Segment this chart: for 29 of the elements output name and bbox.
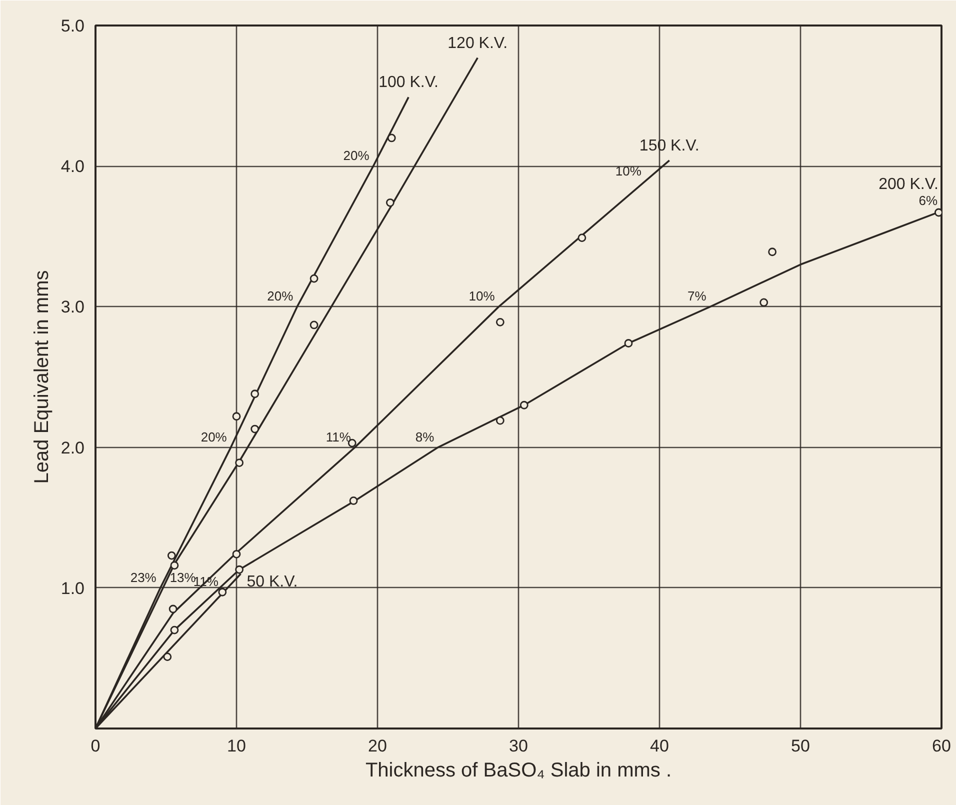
x-tick-label: 20 xyxy=(368,736,387,756)
x-tick-label: 0 xyxy=(90,736,100,756)
y-tick-label: 2.0 xyxy=(60,438,85,458)
series-label: 120 K.V. xyxy=(448,34,508,52)
annotation: 10% xyxy=(615,164,642,179)
series-label: 50 K.V. xyxy=(246,573,298,590)
annotation: 23% xyxy=(130,570,157,585)
series-label: 200 K.V. xyxy=(878,176,938,194)
y-tick-label: 5.0 xyxy=(60,16,85,36)
y-tick-label: 1.0 xyxy=(60,578,85,598)
annotation: 20% xyxy=(267,288,294,304)
annotation: 6% xyxy=(918,193,938,208)
x-tick-label: 50 xyxy=(791,736,810,756)
annotation: 20% xyxy=(200,429,228,444)
annotation: 8% xyxy=(415,429,435,444)
y-tick-label: 3.0 xyxy=(60,298,85,317)
x-axis-title: Thickness of BaSO₄ Slab in mms . xyxy=(365,760,672,782)
x-tick-label: 60 xyxy=(932,736,951,756)
x-tick-label: 40 xyxy=(650,736,669,756)
x-tick-label: 10 xyxy=(227,736,246,756)
annotation: 13% xyxy=(170,570,196,585)
annotation: 7% xyxy=(687,288,707,304)
y-axis-title: Lead Equivalent in mms xyxy=(30,270,53,484)
annotation: 10% xyxy=(468,288,496,304)
annotation: 11% xyxy=(326,429,352,444)
annotation: 20% xyxy=(343,148,370,164)
y-tick-label: 4.0 xyxy=(60,157,85,176)
x-tick-label: 30 xyxy=(509,736,528,756)
series-label: 100 K.V. xyxy=(378,74,438,92)
